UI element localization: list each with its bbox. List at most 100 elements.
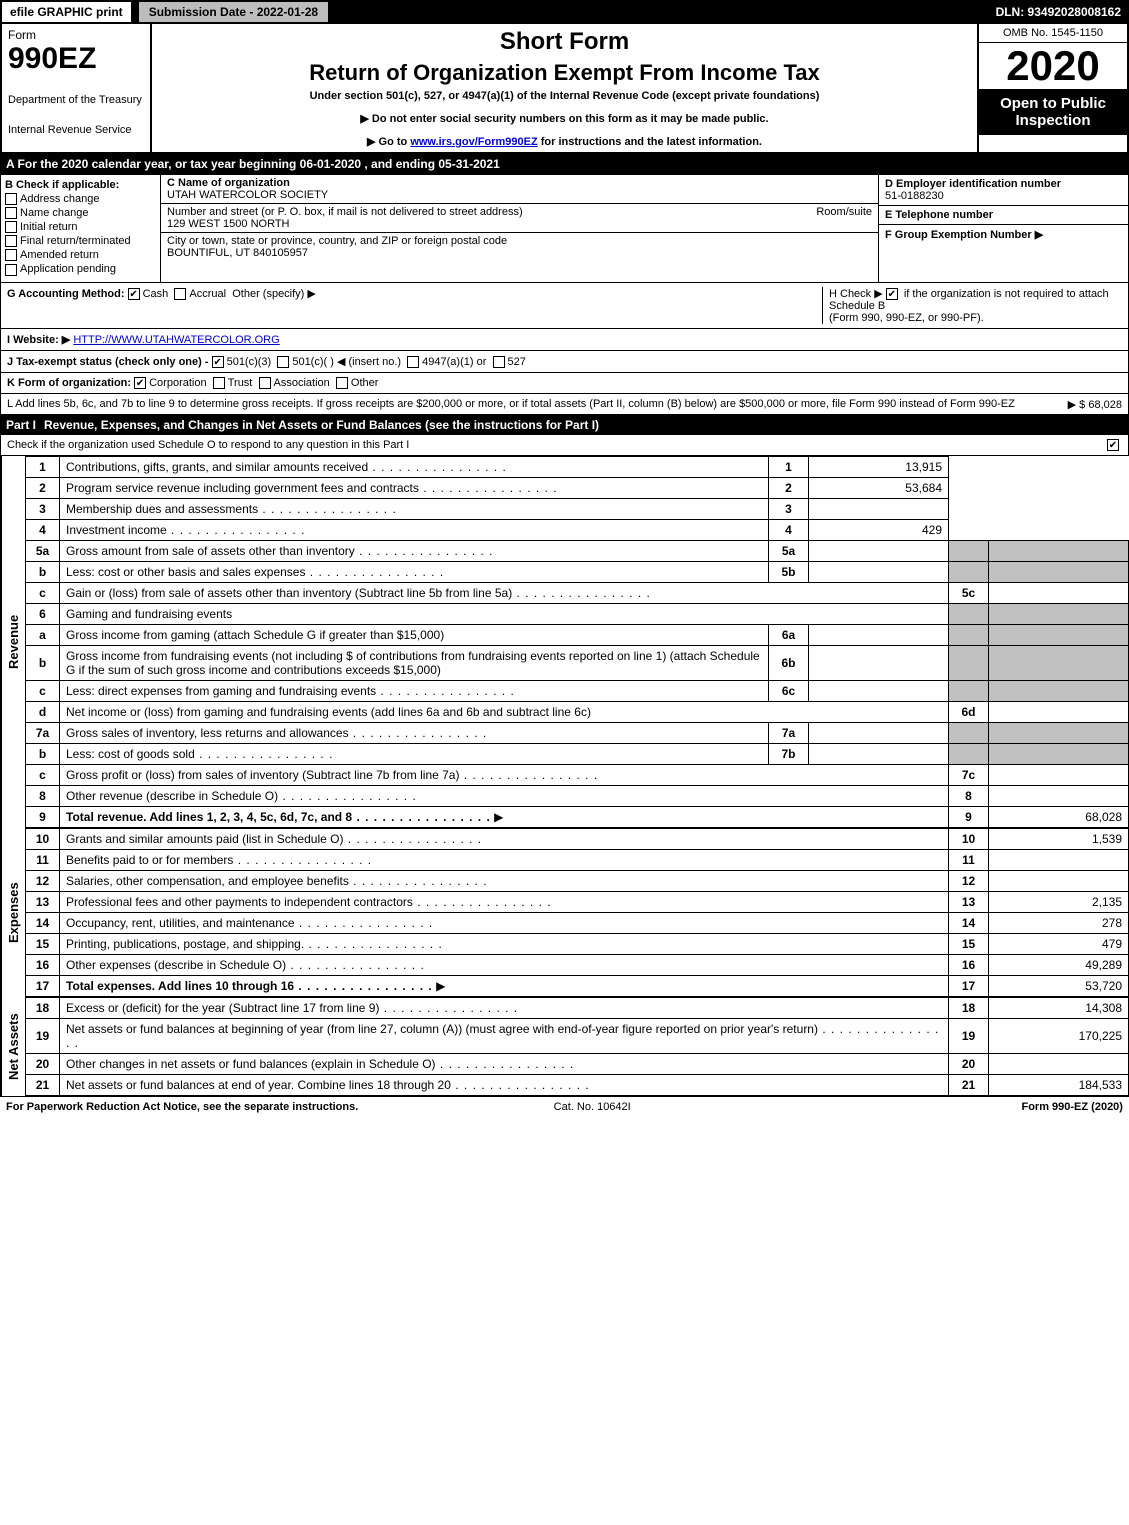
l1-code: 1 xyxy=(769,456,809,477)
netassets-section: Net Assets 18Excess or (deficit) for the… xyxy=(0,997,1129,1096)
line-19: 19Net assets or fund balances at beginni… xyxy=(26,1018,1129,1053)
line-5b: bLess: cost or other basis and sales exp… xyxy=(26,561,1129,582)
chk-4947[interactable] xyxy=(407,356,419,368)
line-7c: cGross profit or (loss) from sales of in… xyxy=(26,764,1129,785)
irs-link[interactable]: www.irs.gov/Form990EZ xyxy=(410,136,537,148)
chk-final-return[interactable]: Final return/terminated xyxy=(5,235,156,247)
chk-application-pending[interactable]: Application pending xyxy=(5,263,156,275)
l2-num: 2 xyxy=(26,477,60,498)
chk-cash[interactable] xyxy=(128,288,140,300)
ein-value: 51-0188230 xyxy=(885,190,944,202)
line-5a: 5aGross amount from sale of assets other… xyxy=(26,540,1129,561)
l5b-mini: 5b xyxy=(769,561,809,582)
l5a-box xyxy=(809,540,949,561)
l17-amt: 53,720 xyxy=(989,975,1129,996)
part1-title: Revenue, Expenses, and Changes in Net As… xyxy=(44,418,599,432)
g-other: Other (specify) ▶ xyxy=(232,288,316,300)
expenses-table: 10Grants and similar amounts paid (list … xyxy=(25,828,1129,997)
form-header: Form 990EZ Department of the Treasury In… xyxy=(0,24,1129,154)
chk-h[interactable] xyxy=(886,288,898,300)
dept-irs: Internal Revenue Service xyxy=(8,124,144,136)
line-20: 20Other changes in net assets or fund ba… xyxy=(26,1053,1129,1074)
opt-amended-return: Amended return xyxy=(20,249,99,261)
line-6a: aGross income from gaming (attach Schedu… xyxy=(26,624,1129,645)
l16-num: 16 xyxy=(26,954,60,975)
expenses-label: Expenses xyxy=(1,828,25,997)
l19-desc: Net assets or fund balances at beginning… xyxy=(60,1018,949,1053)
l15-desc: Printing, publications, postage, and shi… xyxy=(60,933,949,954)
line-11: 11Benefits paid to or for members11 xyxy=(26,849,1129,870)
paperwork-notice: For Paperwork Reduction Act Notice, see … xyxy=(6,1101,358,1113)
l6b-amt-shade xyxy=(989,645,1129,680)
chk-other-org[interactable] xyxy=(336,377,348,389)
part1-label: Part I xyxy=(6,418,44,432)
chk-501c[interactable] xyxy=(277,356,289,368)
l17-desc: Total expenses. Add lines 10 through 16 xyxy=(66,979,433,993)
l7a-box xyxy=(809,722,949,743)
opt-address-change: Address change xyxy=(20,193,100,205)
l9-num: 9 xyxy=(26,806,60,827)
netassets-table: 18Excess or (deficit) for the year (Subt… xyxy=(25,997,1129,1096)
l6b-box xyxy=(809,645,949,680)
l11-amt xyxy=(989,849,1129,870)
l6a-box xyxy=(809,624,949,645)
l6d-desc: Net income or (loss) from gaming and fun… xyxy=(60,701,949,722)
l3-code: 3 xyxy=(769,498,809,519)
chk-trust[interactable] xyxy=(213,377,225,389)
line-3: 3Membership dues and assessments3 xyxy=(26,498,1129,519)
chk-schedule-o-part1[interactable] xyxy=(1107,439,1119,451)
chk-527[interactable] xyxy=(493,356,505,368)
chk-name-change[interactable]: Name change xyxy=(5,207,156,219)
tax-year-bar: A For the 2020 calendar year, or tax yea… xyxy=(0,154,1129,174)
l5c-num: c xyxy=(26,582,60,603)
opt-final-return: Final return/terminated xyxy=(20,235,131,247)
l1-amt: 13,915 xyxy=(809,456,949,477)
l5c-amt xyxy=(989,582,1129,603)
l5c-code: 5c xyxy=(949,582,989,603)
l7b-num: b xyxy=(26,743,60,764)
l20-desc: Other changes in net assets or fund bala… xyxy=(60,1053,949,1074)
chk-initial-return[interactable]: Initial return xyxy=(5,221,156,233)
chk-address-change[interactable]: Address change xyxy=(5,193,156,205)
website-link[interactable]: HTTP://WWW.UTAHWATERCOLOR.ORG xyxy=(73,334,279,346)
l6d-code: 6d xyxy=(949,701,989,722)
l6d-amt xyxy=(989,701,1129,722)
section-i: I Website: ▶ HTTP://WWW.UTAHWATERCOLOR.O… xyxy=(0,329,1129,351)
l12-num: 12 xyxy=(26,870,60,891)
l16-code: 16 xyxy=(949,954,989,975)
org-street: 129 WEST 1500 NORTH xyxy=(167,218,289,230)
l2-code: 2 xyxy=(769,477,809,498)
line-14: 14Occupancy, rent, utilities, and mainte… xyxy=(26,912,1129,933)
l19-num: 19 xyxy=(26,1018,60,1053)
k-o2: Trust xyxy=(228,377,253,389)
l11-num: 11 xyxy=(26,849,60,870)
l6b-mini: 6b xyxy=(769,645,809,680)
l5b-desc: Less: cost or other basis and sales expe… xyxy=(66,565,444,579)
l-text: L Add lines 5b, 6c, and 7b to line 9 to … xyxy=(7,398,1015,410)
org-city: BOUNTIFUL, UT 840105957 xyxy=(167,247,308,259)
l6-code-shade xyxy=(949,603,989,624)
l7a-amt-shade xyxy=(989,722,1129,743)
netassets-label: Net Assets xyxy=(1,997,25,1096)
line-2: 2Program service revenue including gover… xyxy=(26,477,1129,498)
chk-amended-return[interactable]: Amended return xyxy=(5,249,156,261)
section-b-title: B Check if applicable: xyxy=(5,179,119,191)
l20-code: 20 xyxy=(949,1053,989,1074)
l7c-num: c xyxy=(26,764,60,785)
efile-print-button[interactable]: efile GRAPHIC print xyxy=(0,0,133,24)
chk-association[interactable] xyxy=(259,377,271,389)
line-7b: bLess: cost of goods sold7b xyxy=(26,743,1129,764)
l7a-num: 7a xyxy=(26,722,60,743)
open-to-public: Open to Public Inspection xyxy=(979,89,1127,135)
l14-desc: Occupancy, rent, utilities, and maintena… xyxy=(60,912,949,933)
chk-501c3[interactable] xyxy=(212,356,224,368)
i-label: I Website: ▶ xyxy=(7,334,70,346)
room-suite-label: Room/suite xyxy=(796,206,872,230)
tel-label: E Telephone number xyxy=(885,209,993,221)
j-o1: 501(c)(3) xyxy=(227,356,272,368)
omb-number: OMB No. 1545-1150 xyxy=(979,24,1127,43)
l9-amt: 68,028 xyxy=(989,806,1129,827)
chk-corporation[interactable] xyxy=(134,377,146,389)
l7c-desc: Gross profit or (loss) from sales of inv… xyxy=(60,764,949,785)
chk-accrual[interactable] xyxy=(174,288,186,300)
